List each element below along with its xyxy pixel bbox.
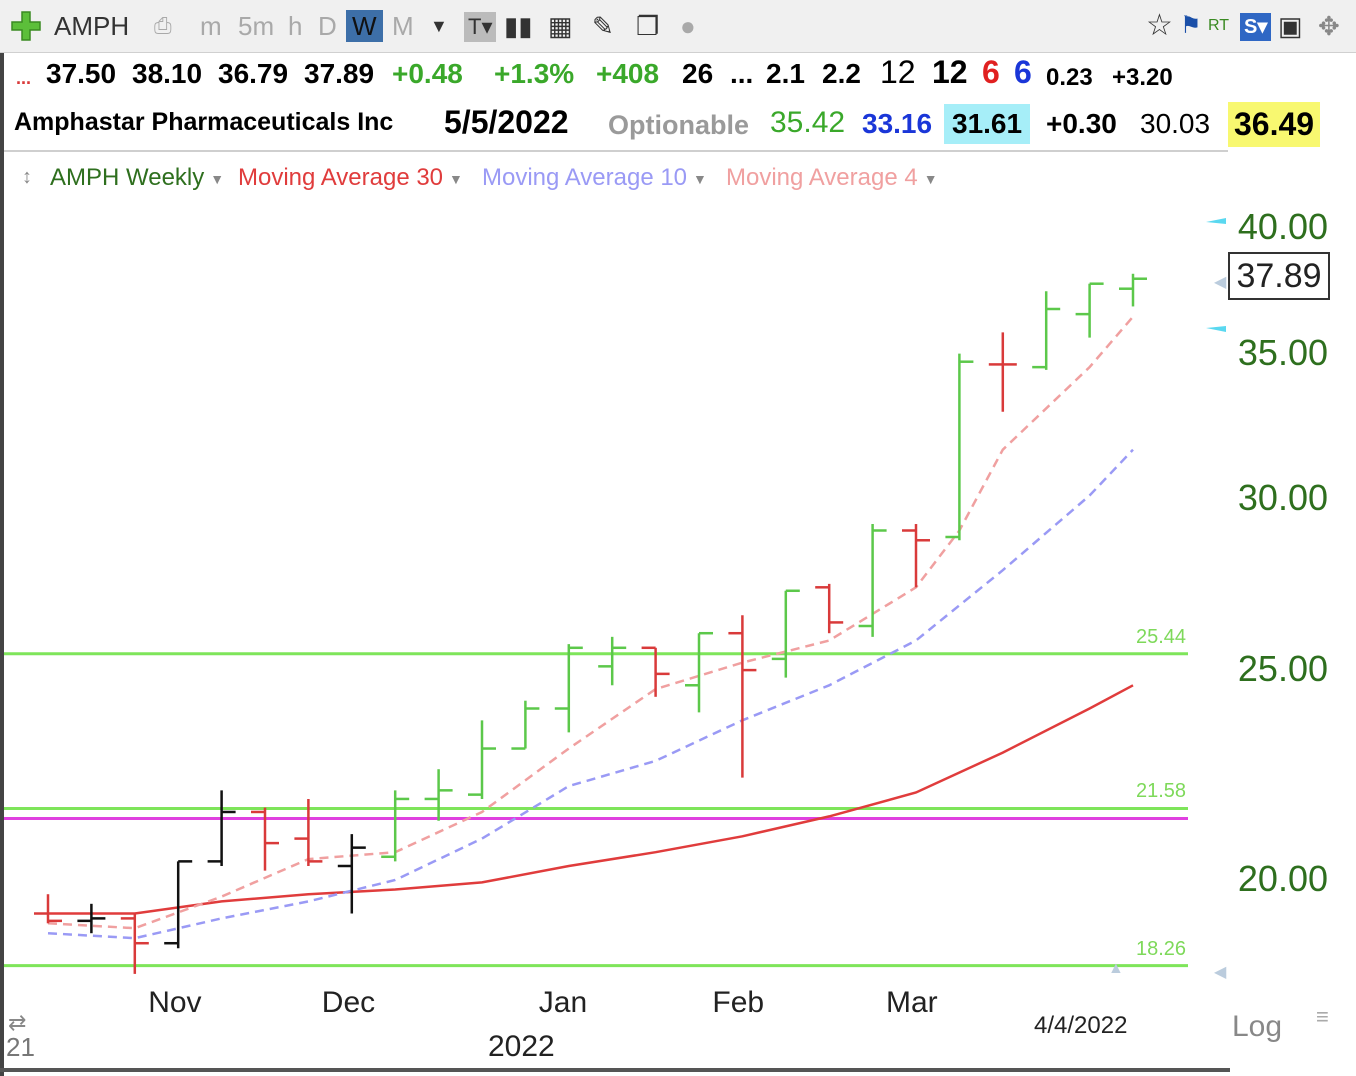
scan-icon[interactable]: S▾ bbox=[1240, 13, 1272, 41]
info-row: Amphastar Pharmaceuticals Inc 5/5/2022 O… bbox=[0, 102, 1356, 148]
ma30-line bbox=[48, 684, 1134, 915]
info-value-3: 31.61 bbox=[944, 104, 1031, 144]
chevron-down-icon: ▼ bbox=[449, 170, 463, 187]
symbol-field[interactable]: AMPH bbox=[54, 11, 130, 41]
low-value: 36.79 bbox=[218, 58, 289, 89]
legend-ma10-label: Moving Average 10 bbox=[482, 164, 688, 191]
legend-ma10[interactable]: Moving Average 10 ▼ bbox=[482, 164, 707, 192]
legend-ma4[interactable]: Moving Average 4 ▼ bbox=[726, 164, 938, 192]
share-icon[interactable]: ● bbox=[680, 11, 696, 41]
info-value-6: 36.49 bbox=[1228, 102, 1321, 147]
info-value-2: 33.16 bbox=[862, 108, 933, 139]
scroll-left-icon[interactable]: ◀ bbox=[1214, 964, 1227, 981]
x-month-label: Dec bbox=[321, 986, 376, 1019]
y-tick-label: 20.00 bbox=[1237, 858, 1328, 899]
scroll-arrows-icon[interactable]: ⇄ bbox=[8, 1010, 27, 1035]
volume-change-value: +408 bbox=[596, 58, 660, 89]
y-tick-label: 25.00 bbox=[1237, 648, 1328, 690]
ma4-line bbox=[47, 315, 1134, 930]
last-bar-date: 4/4/2022 bbox=[1034, 1012, 1128, 1039]
quote-field-1: 26 bbox=[682, 58, 714, 89]
axis-marker-low bbox=[1206, 326, 1226, 332]
tab-timeframe-w[interactable]: W bbox=[346, 10, 383, 42]
quote-field-9: 0.23 bbox=[1046, 64, 1093, 91]
optionable-label: Optionable bbox=[608, 110, 749, 140]
x-month-label: Nov bbox=[148, 986, 202, 1019]
ma10-line bbox=[47, 448, 1134, 940]
move-icon[interactable]: ✥ bbox=[1318, 11, 1340, 41]
printer-icon[interactable]: ⎙ bbox=[154, 13, 172, 38]
chevron-down-icon: ▼ bbox=[923, 170, 938, 187]
legend-series-label: AMPH Weekly bbox=[50, 164, 205, 191]
quote-field-10: +3.20 bbox=[1112, 64, 1173, 91]
year-label: 2022 bbox=[488, 1030, 555, 1063]
y-tick-label: 40.00 bbox=[1237, 206, 1328, 247]
y-tick-label: 30.00 bbox=[1237, 476, 1328, 518]
realtime-label[interactable]: RT bbox=[1208, 17, 1230, 34]
open-value: 37.50 bbox=[46, 58, 117, 89]
close-value: 37.89 bbox=[304, 58, 375, 89]
legend-drag-icon[interactable]: ↕ bbox=[22, 166, 32, 188]
change-value: +0.48 bbox=[392, 58, 463, 89]
legend-ma30[interactable]: Moving Average 30 ▼ bbox=[238, 164, 463, 192]
axis-marker-high bbox=[1206, 218, 1226, 224]
layers-icon[interactable]: ❐ bbox=[636, 11, 660, 41]
star-icon[interactable]: ☆ bbox=[1146, 9, 1173, 42]
info-value-1: 35.42 bbox=[770, 106, 846, 139]
high-value: 38.10 bbox=[132, 58, 203, 89]
menu-lines-icon[interactable]: ≡ bbox=[1316, 1004, 1329, 1029]
tab-timeframe-5m[interactable]: 5m bbox=[238, 11, 275, 41]
tab-timeframe-mo[interactable]: M bbox=[392, 11, 414, 41]
level-value-label: 21.58 bbox=[1136, 780, 1187, 803]
header-separator bbox=[4, 150, 1228, 152]
legend-ma30-label: Moving Average 30 bbox=[238, 164, 444, 191]
scroll-up-icon[interactable]: ▲ bbox=[1108, 960, 1124, 977]
x-month-label: Feb bbox=[712, 986, 765, 1019]
y-tick-label: 35.00 bbox=[1237, 331, 1328, 373]
log-scale-toggle[interactable]: Log bbox=[1232, 1010, 1283, 1043]
chart-bottom-border bbox=[0, 1068, 1230, 1072]
add-symbol-icon[interactable] bbox=[10, 10, 42, 46]
chart-toolbar: AMPH ⎙ m 5m h D W M ▼ T▾ ▮▮ ▦ ✎ ❐ ● ☆ ⚑ … bbox=[0, 0, 1356, 53]
quote-field-8: 6 bbox=[1014, 54, 1032, 90]
chevron-down-icon: ▼ bbox=[693, 170, 707, 187]
level-value-label: 18.26 bbox=[1136, 937, 1187, 960]
change-pct-value: +1.3% bbox=[494, 58, 575, 89]
level-value-label: 25.44 bbox=[1136, 625, 1187, 648]
info-value-5: 30.03 bbox=[1140, 108, 1211, 139]
quote-row: ... 37.50 38.10 36.79 37.89 +0.48 +1.3% … bbox=[0, 54, 1356, 98]
x-month-label: Mar bbox=[886, 986, 938, 1019]
chart-type-icon[interactable]: T▾ bbox=[464, 12, 497, 42]
quote-field-3: 2.1 bbox=[766, 58, 805, 89]
tab-timeframe-d[interactable]: D bbox=[318, 11, 337, 41]
quote-field-7: 6 bbox=[982, 54, 1000, 90]
pencil-icon[interactable]: ✎ bbox=[592, 11, 614, 41]
grid-add-icon[interactable]: ▦ bbox=[548, 11, 573, 41]
last-price-box: 37.89 bbox=[1228, 252, 1330, 300]
quote-field-2: ... bbox=[730, 58, 754, 89]
window-left-border bbox=[0, 0, 4, 1076]
quote-field-5: 12 bbox=[880, 54, 916, 90]
price-pointer-icon: ◀ bbox=[1214, 274, 1227, 291]
company-name: Amphastar Pharmaceuticals Inc bbox=[14, 108, 394, 136]
tab-timeframe-m[interactable]: m bbox=[200, 11, 222, 41]
quote-date: 5/5/2022 bbox=[444, 104, 569, 140]
bar-style-icon[interactable]: ▮▮ bbox=[504, 11, 533, 41]
x-month-label: Jan bbox=[538, 986, 588, 1019]
legend-ma4-label: Moving Average 4 bbox=[726, 164, 918, 191]
timeframe-dropdown-icon[interactable]: ▼ bbox=[430, 16, 448, 36]
save-icon[interactable]: ▣ bbox=[1278, 11, 1303, 41]
info-value-4: +0.30 bbox=[1046, 108, 1117, 139]
flag-icon[interactable]: ⚑ bbox=[1180, 12, 1202, 39]
partial-year-label: 21 bbox=[6, 1032, 35, 1062]
quote-field-4: 2.2 bbox=[822, 58, 861, 89]
chevron-down-icon: ▼ bbox=[210, 170, 225, 187]
legend-series[interactable]: AMPH Weekly ▼ bbox=[50, 164, 224, 192]
quote-menu-dots[interactable]: ... bbox=[16, 68, 32, 88]
tab-timeframe-h[interactable]: h bbox=[288, 11, 303, 41]
quote-field-6: 12 bbox=[932, 54, 968, 90]
